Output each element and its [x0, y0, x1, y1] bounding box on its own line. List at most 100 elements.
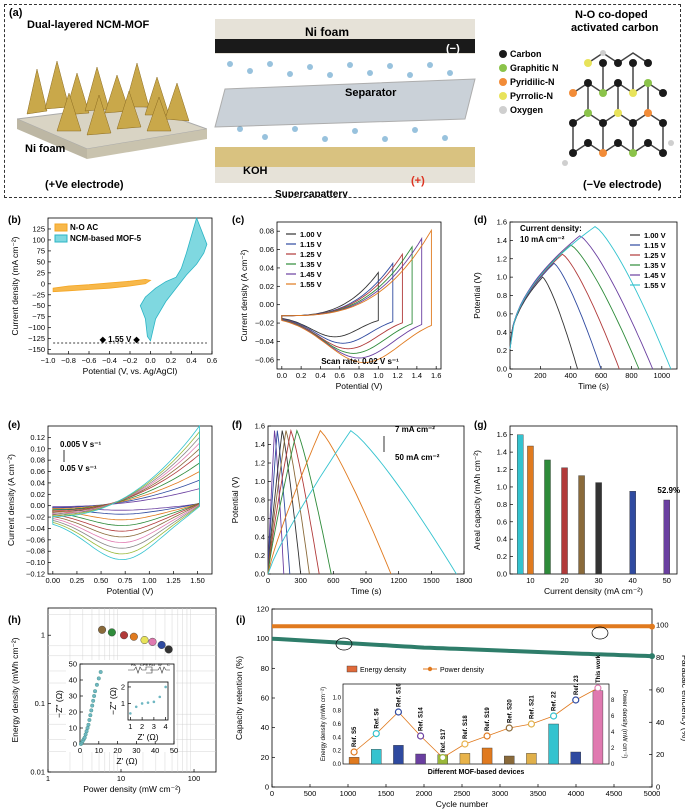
x-tick-label: 500	[304, 789, 317, 798]
energy-bar	[526, 753, 537, 765]
y-axis-label: −Z'' (Ω)	[54, 690, 64, 718]
legend-label: 1.15 V	[644, 241, 666, 250]
x-tick-label: 0.2	[296, 371, 306, 380]
inset-y-tick-label: 0.0	[333, 762, 342, 768]
x-tick-label: 600	[595, 371, 608, 380]
cv-curve	[281, 271, 379, 338]
y-tick-label: 1.6	[497, 218, 507, 227]
minus-sign: (−)	[446, 43, 460, 55]
bar	[595, 482, 602, 575]
bar	[629, 491, 636, 575]
device-label: Ref. S14	[419, 707, 425, 731]
y-axis-label: Energy density (mWh cm⁻²)	[10, 637, 20, 742]
inset-x-axis-label: Different MOF-based devices	[428, 769, 525, 776]
inset-y-tick-label: 0.6	[333, 722, 342, 728]
y-tick-label: −0.10	[26, 558, 45, 567]
x-tick-label: 0.6	[207, 356, 217, 365]
x-tick-label: 0.4	[315, 371, 325, 380]
legend-item-carbon: Carbon	[499, 47, 559, 61]
y-tick-label: 0.8	[255, 496, 265, 505]
y-axis-label: Capacity retention (%)	[234, 656, 244, 740]
zoom-point	[129, 712, 132, 715]
y-tick-label: 0.4	[497, 535, 507, 544]
carbon-lattice-svg	[562, 50, 674, 166]
x-axis-label: Time (s)	[578, 381, 609, 391]
y-tick-label: 1.2	[255, 459, 265, 468]
inset-y-right-axis-label: Power density (mW cm⁻²)	[621, 690, 627, 759]
y-axis-label: Current density (A cm⁻²)	[239, 249, 249, 341]
power-point	[572, 696, 580, 704]
y-right-axis-label: Faradaic efficiency (%)	[680, 655, 685, 741]
ragone-point	[98, 625, 107, 634]
current-density-value: 10 mA cm⁻²	[520, 235, 565, 244]
power-line	[353, 687, 599, 759]
x-tick-label: 4000	[568, 789, 585, 798]
x-tick-label: 2	[140, 722, 144, 731]
x-tick-label: 0.25	[70, 576, 85, 585]
panel-label: (h)	[8, 615, 21, 626]
nyquist-point	[87, 718, 92, 722]
x-axis-label: Power density (mW cm⁻²)	[83, 784, 181, 794]
x-tick-label: 10	[117, 774, 125, 783]
x-tick-label: −0.4	[102, 356, 117, 365]
nyquist-point	[89, 708, 94, 713]
schematic-panel: (a) Dual-layered NCM-MOF Ni foam (+Ve el…	[4, 4, 681, 198]
y-tick-label: 1	[41, 631, 45, 640]
power-point	[350, 748, 358, 756]
zoom-point	[134, 705, 138, 709]
y-tick-label: 0.6	[497, 309, 507, 318]
x-tick-label: 0.00	[46, 576, 61, 585]
x-tick-label: 1500	[423, 576, 440, 585]
left-foam-label: Ni foam	[25, 143, 66, 155]
current-density-label: Current density:	[520, 224, 582, 233]
bar	[517, 434, 524, 575]
cv-curve	[52, 424, 200, 561]
x-tick-label: 1	[46, 774, 50, 783]
bar	[578, 475, 585, 575]
cv-curve	[281, 228, 432, 364]
nyquist-point	[91, 698, 96, 703]
power-point	[372, 729, 380, 738]
left-axis-marker	[335, 637, 353, 651]
y-tick-label: 20	[69, 708, 77, 717]
x-axis-label: Cycle number	[436, 799, 489, 809]
y-tick-label: 40	[261, 723, 269, 732]
y-tick-label: 80	[261, 664, 269, 673]
gcd-curve	[509, 235, 654, 370]
equivalent-circuit	[128, 666, 170, 674]
y-tick-label: 0.06	[259, 245, 274, 254]
device-label: Ref. S19	[485, 707, 491, 731]
x-tick-label: 1.2	[392, 371, 402, 380]
inset-y-right-tick-label: 0	[611, 762, 615, 768]
y-tick-label: 1.6	[497, 430, 507, 439]
y-tick-label: 1.4	[497, 448, 507, 457]
inset-y-right-tick-label: 6	[611, 714, 615, 720]
x-tick-label: 400	[564, 371, 577, 380]
x-axis-label: Z' (Ω)	[137, 732, 158, 742]
panel-label: (e)	[8, 420, 20, 431]
carbon-title-1: N-O co-doped	[575, 9, 648, 21]
cv-curve	[52, 442, 200, 543]
y-tick-label: 75	[37, 246, 45, 255]
y-tick-label: 0.04	[259, 263, 274, 272]
y-tick-label: 1.0	[497, 273, 507, 282]
y-tick-label: −0.02	[26, 513, 45, 522]
x-tick-label: 40	[629, 576, 637, 585]
electrolyte-label: KOH	[243, 165, 268, 177]
ragone-point	[148, 637, 157, 646]
x-tick-label: 0.2	[166, 356, 176, 365]
x-tick-label: 0	[78, 746, 82, 755]
legend-label: 1.45 V	[300, 270, 322, 279]
cv-curve	[52, 430, 200, 555]
retention-end-point	[649, 653, 655, 660]
x-tick-label: 600	[327, 576, 340, 585]
x-tick-label: 0.6	[334, 371, 344, 380]
panel-label: (b)	[8, 215, 21, 226]
legend-swatch	[346, 665, 358, 673]
right-axis-marker	[591, 626, 609, 640]
bar	[663, 499, 670, 575]
y-tick-label: −0.04	[26, 524, 45, 533]
zoom-point	[152, 700, 156, 704]
nyquist-point	[98, 670, 103, 674]
x-tick-label: 1.50	[190, 576, 205, 585]
